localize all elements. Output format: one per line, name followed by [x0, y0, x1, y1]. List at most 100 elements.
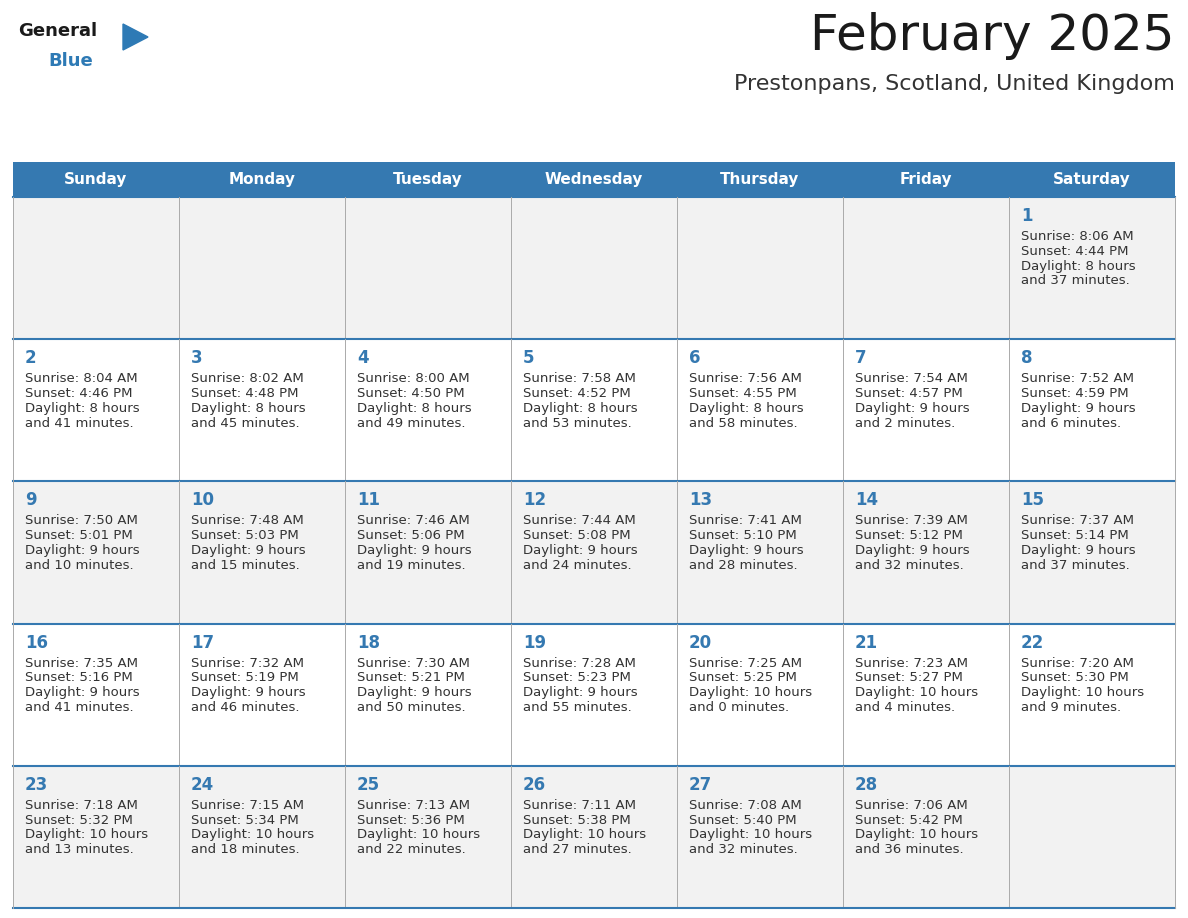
Text: Daylight: 9 hours: Daylight: 9 hours: [1020, 402, 1136, 415]
Text: Daylight: 10 hours: Daylight: 10 hours: [191, 828, 314, 842]
Text: 27: 27: [689, 776, 713, 794]
Text: Sunrise: 7:35 AM: Sunrise: 7:35 AM: [25, 656, 138, 669]
Text: Daylight: 9 hours: Daylight: 9 hours: [25, 544, 140, 557]
Text: and 6 minutes.: and 6 minutes.: [1020, 417, 1121, 430]
Text: 14: 14: [855, 491, 878, 509]
Text: 26: 26: [523, 776, 546, 794]
Text: Sunset: 4:59 PM: Sunset: 4:59 PM: [1020, 387, 1129, 400]
Text: 9: 9: [25, 491, 37, 509]
Text: and 36 minutes.: and 36 minutes.: [855, 844, 963, 856]
Text: Sunset: 5:01 PM: Sunset: 5:01 PM: [25, 529, 133, 543]
Text: Daylight: 9 hours: Daylight: 9 hours: [689, 544, 803, 557]
Text: and 27 minutes.: and 27 minutes.: [523, 844, 632, 856]
Text: 17: 17: [191, 633, 214, 652]
Text: and 18 minutes.: and 18 minutes.: [191, 844, 299, 856]
Text: Sunset: 5:10 PM: Sunset: 5:10 PM: [689, 529, 797, 543]
Text: Sunrise: 7:56 AM: Sunrise: 7:56 AM: [689, 372, 802, 386]
Text: Sunset: 4:57 PM: Sunset: 4:57 PM: [855, 387, 962, 400]
Text: 22: 22: [1020, 633, 1044, 652]
Text: Sunset: 4:52 PM: Sunset: 4:52 PM: [523, 387, 631, 400]
Text: Daylight: 8 hours: Daylight: 8 hours: [689, 402, 803, 415]
Text: Sunrise: 7:20 AM: Sunrise: 7:20 AM: [1020, 656, 1133, 669]
Text: Daylight: 9 hours: Daylight: 9 hours: [523, 686, 638, 700]
Text: and 22 minutes.: and 22 minutes.: [358, 844, 466, 856]
Text: and 50 minutes.: and 50 minutes.: [358, 701, 466, 714]
Text: Sunrise: 7:28 AM: Sunrise: 7:28 AM: [523, 656, 636, 669]
Text: Sunset: 5:23 PM: Sunset: 5:23 PM: [523, 671, 631, 685]
Text: Daylight: 10 hours: Daylight: 10 hours: [689, 686, 813, 700]
Text: Daylight: 10 hours: Daylight: 10 hours: [358, 828, 480, 842]
Text: Daylight: 9 hours: Daylight: 9 hours: [1020, 544, 1136, 557]
Text: 11: 11: [358, 491, 380, 509]
Text: 12: 12: [523, 491, 546, 509]
Text: Sunrise: 7:44 AM: Sunrise: 7:44 AM: [523, 514, 636, 528]
Text: Sunrise: 7:37 AM: Sunrise: 7:37 AM: [1020, 514, 1135, 528]
Text: and 49 minutes.: and 49 minutes.: [358, 417, 466, 430]
Text: Sunrise: 7:48 AM: Sunrise: 7:48 AM: [191, 514, 304, 528]
Text: Sunset: 5:42 PM: Sunset: 5:42 PM: [855, 813, 962, 826]
Text: Sunrise: 7:06 AM: Sunrise: 7:06 AM: [855, 799, 968, 812]
Text: 6: 6: [689, 349, 701, 367]
Text: Sunrise: 7:46 AM: Sunrise: 7:46 AM: [358, 514, 469, 528]
Bar: [13, 623, 1175, 766]
Text: Sunset: 4:55 PM: Sunset: 4:55 PM: [689, 387, 797, 400]
Text: and 45 minutes.: and 45 minutes.: [191, 417, 299, 430]
Text: and 24 minutes.: and 24 minutes.: [523, 559, 632, 572]
Text: and 19 minutes.: and 19 minutes.: [358, 559, 466, 572]
Text: Daylight: 9 hours: Daylight: 9 hours: [523, 544, 638, 557]
Text: Sunset: 5:08 PM: Sunset: 5:08 PM: [523, 529, 631, 543]
Text: Daylight: 9 hours: Daylight: 9 hours: [358, 544, 472, 557]
Text: Daylight: 10 hours: Daylight: 10 hours: [855, 828, 978, 842]
Text: and 28 minutes.: and 28 minutes.: [689, 559, 797, 572]
Text: Sunday: Sunday: [64, 172, 127, 187]
Text: Sunset: 5:19 PM: Sunset: 5:19 PM: [191, 671, 298, 685]
Text: and 9 minutes.: and 9 minutes.: [1020, 701, 1121, 714]
Text: 20: 20: [689, 633, 712, 652]
Text: and 32 minutes.: and 32 minutes.: [689, 844, 798, 856]
Bar: [13, 197, 1175, 339]
Bar: [13, 766, 1175, 908]
Text: 2: 2: [25, 349, 37, 367]
Text: 1: 1: [1020, 207, 1032, 225]
Text: Sunset: 4:50 PM: Sunset: 4:50 PM: [358, 387, 465, 400]
Text: Sunset: 5:38 PM: Sunset: 5:38 PM: [523, 813, 631, 826]
Text: and 37 minutes.: and 37 minutes.: [1020, 274, 1130, 287]
Text: Sunrise: 7:25 AM: Sunrise: 7:25 AM: [689, 656, 802, 669]
Text: Friday: Friday: [899, 172, 953, 187]
Text: Sunset: 5:25 PM: Sunset: 5:25 PM: [689, 671, 797, 685]
Text: Sunrise: 7:39 AM: Sunrise: 7:39 AM: [855, 514, 968, 528]
Text: and 53 minutes.: and 53 minutes.: [523, 417, 632, 430]
Text: 4: 4: [358, 349, 368, 367]
Text: Daylight: 9 hours: Daylight: 9 hours: [191, 686, 305, 700]
Text: Daylight: 10 hours: Daylight: 10 hours: [855, 686, 978, 700]
Text: and 32 minutes.: and 32 minutes.: [855, 559, 963, 572]
Text: 13: 13: [689, 491, 712, 509]
Text: Sunrise: 7:32 AM: Sunrise: 7:32 AM: [191, 656, 304, 669]
Text: 5: 5: [523, 349, 535, 367]
Text: Sunrise: 7:58 AM: Sunrise: 7:58 AM: [523, 372, 636, 386]
Text: Sunset: 5:32 PM: Sunset: 5:32 PM: [25, 813, 133, 826]
Text: Daylight: 9 hours: Daylight: 9 hours: [191, 544, 305, 557]
Text: Daylight: 8 hours: Daylight: 8 hours: [523, 402, 638, 415]
Text: Sunset: 5:27 PM: Sunset: 5:27 PM: [855, 671, 963, 685]
Text: Sunset: 5:36 PM: Sunset: 5:36 PM: [358, 813, 465, 826]
Text: Sunrise: 8:04 AM: Sunrise: 8:04 AM: [25, 372, 138, 386]
Text: Sunrise: 7:52 AM: Sunrise: 7:52 AM: [1020, 372, 1135, 386]
Text: and 10 minutes.: and 10 minutes.: [25, 559, 133, 572]
Text: Thursday: Thursday: [720, 172, 800, 187]
Text: Sunset: 5:12 PM: Sunset: 5:12 PM: [855, 529, 963, 543]
Text: Sunset: 5:21 PM: Sunset: 5:21 PM: [358, 671, 465, 685]
Bar: [13, 162, 1175, 197]
Text: and 15 minutes.: and 15 minutes.: [191, 559, 299, 572]
Text: and 55 minutes.: and 55 minutes.: [523, 701, 632, 714]
Text: Sunrise: 7:54 AM: Sunrise: 7:54 AM: [855, 372, 968, 386]
Text: Sunrise: 7:11 AM: Sunrise: 7:11 AM: [523, 799, 636, 812]
Text: Saturday: Saturday: [1053, 172, 1131, 187]
Text: 28: 28: [855, 776, 878, 794]
Text: Sunrise: 7:15 AM: Sunrise: 7:15 AM: [191, 799, 304, 812]
Text: General: General: [18, 22, 97, 40]
Text: and 4 minutes.: and 4 minutes.: [855, 701, 955, 714]
Text: 19: 19: [523, 633, 546, 652]
Text: Prestonpans, Scotland, United Kingdom: Prestonpans, Scotland, United Kingdom: [734, 74, 1175, 94]
Text: Sunset: 4:48 PM: Sunset: 4:48 PM: [191, 387, 298, 400]
